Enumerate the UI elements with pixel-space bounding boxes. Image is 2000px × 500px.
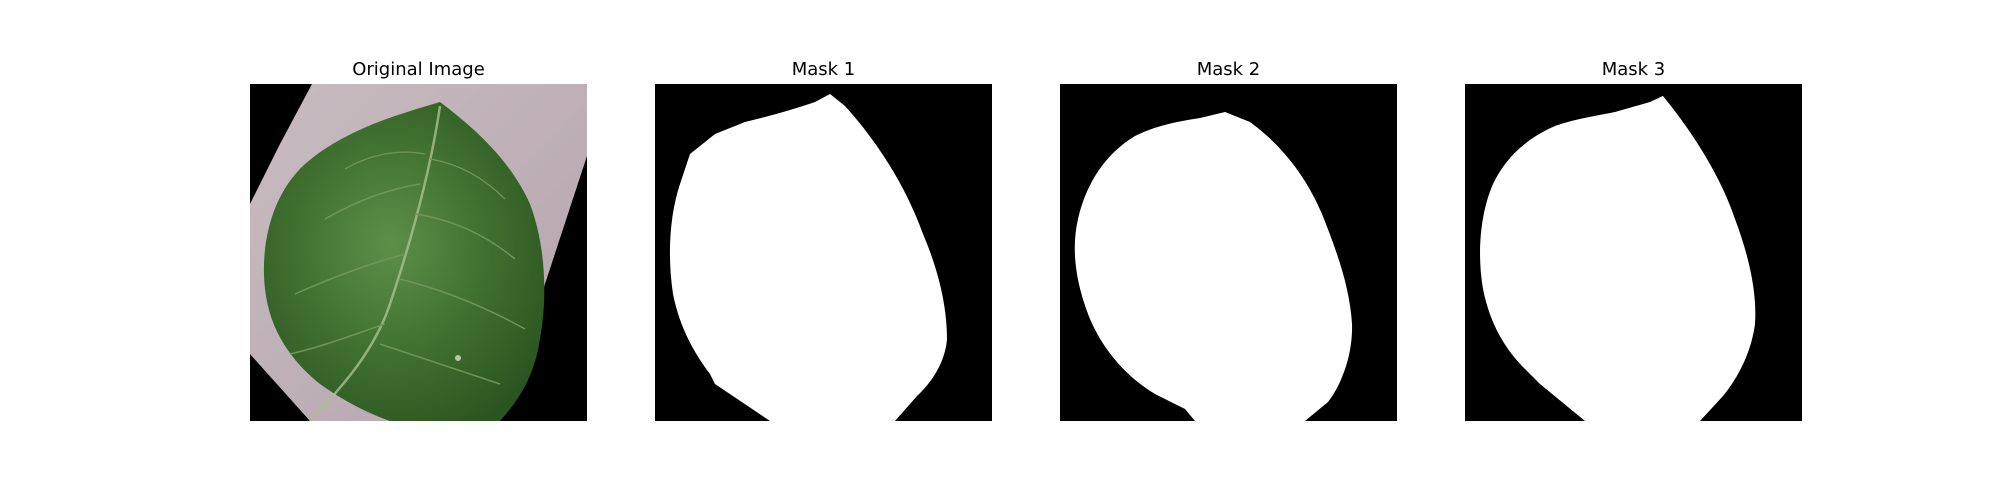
- panel-title: Mask 1: [791, 59, 856, 80]
- panel-mask-2: Mask 2: [1060, 0, 1397, 500]
- panel-original-image: Original Image: [250, 0, 587, 500]
- mask-region: [1074, 112, 1353, 421]
- mask-frame: [1060, 84, 1397, 421]
- panel-title: Mask 3: [1601, 59, 1666, 80]
- mask-1-image: [655, 84, 992, 421]
- panel-title: Original Image: [352, 59, 485, 80]
- mask-region: [1480, 96, 1756, 421]
- mask-2-image: [1060, 84, 1397, 421]
- panel-title: Mask 2: [1196, 59, 1261, 80]
- image-frame: [250, 84, 587, 421]
- mask-3-image: [1465, 84, 1802, 421]
- panel-mask-1: Mask 1: [655, 0, 992, 500]
- original-leaf-image: [250, 84, 587, 421]
- mask-frame: [655, 84, 992, 421]
- panel-mask-3: Mask 3: [1465, 0, 1802, 500]
- mask-frame: [1465, 84, 1802, 421]
- mask-region: [669, 94, 947, 421]
